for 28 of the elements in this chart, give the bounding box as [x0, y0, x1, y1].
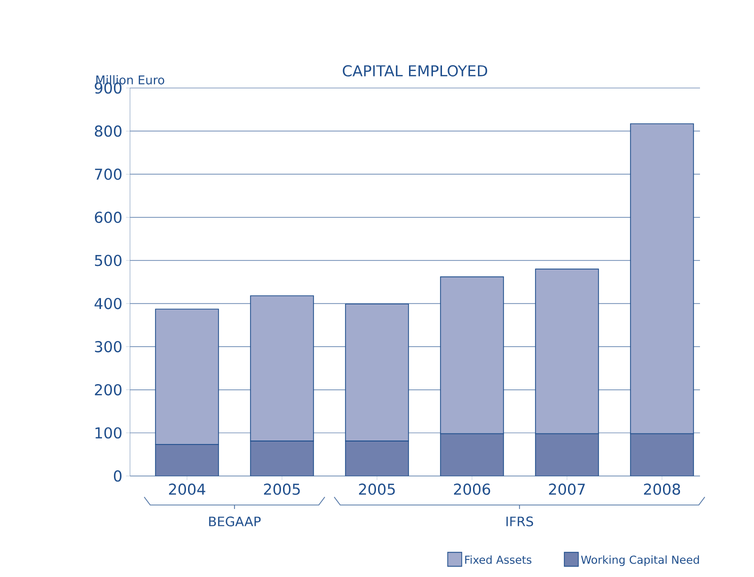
text: IFRS [506, 516, 534, 526]
y-tick-label: 0 [114, 470, 122, 482]
text: BEGAAP [209, 516, 261, 526]
bar [630, 433, 694, 476]
bar [345, 440, 409, 476]
x-tick-label: 2007 [549, 484, 585, 495]
x-tick-label: 2006 [454, 484, 490, 495]
y-tick-label: 300 [94, 340, 122, 352]
bar [535, 433, 599, 476]
y-tick-label: 900 [94, 82, 122, 94]
y-tick-label: 200 [94, 384, 122, 396]
x-tick-label: 2005 [264, 484, 300, 495]
x-tick-label: 2008 [644, 484, 680, 495]
x-tick-label: 2005 [359, 484, 395, 495]
y-tick-label: 600 [94, 212, 122, 224]
y-tick-label: 800 [94, 125, 122, 137]
legend-label: Working Capital Need [581, 555, 699, 566]
y-axis-title: Million Euro [96, 75, 164, 84]
bar [155, 444, 219, 476]
chart-title: CAPITAL EMPLOYED [342, 65, 488, 76]
y-tick-label: 700 [95, 168, 122, 180]
bar [250, 440, 314, 476]
x-tick-label: 2004 [169, 484, 206, 495]
y-tick-label: 100 [95, 427, 122, 439]
y-tick-label: 400 [94, 298, 122, 310]
legend-label: Fixed Assets [465, 555, 532, 564]
bar [440, 433, 504, 476]
y-tick-label: 500 [95, 254, 122, 266]
